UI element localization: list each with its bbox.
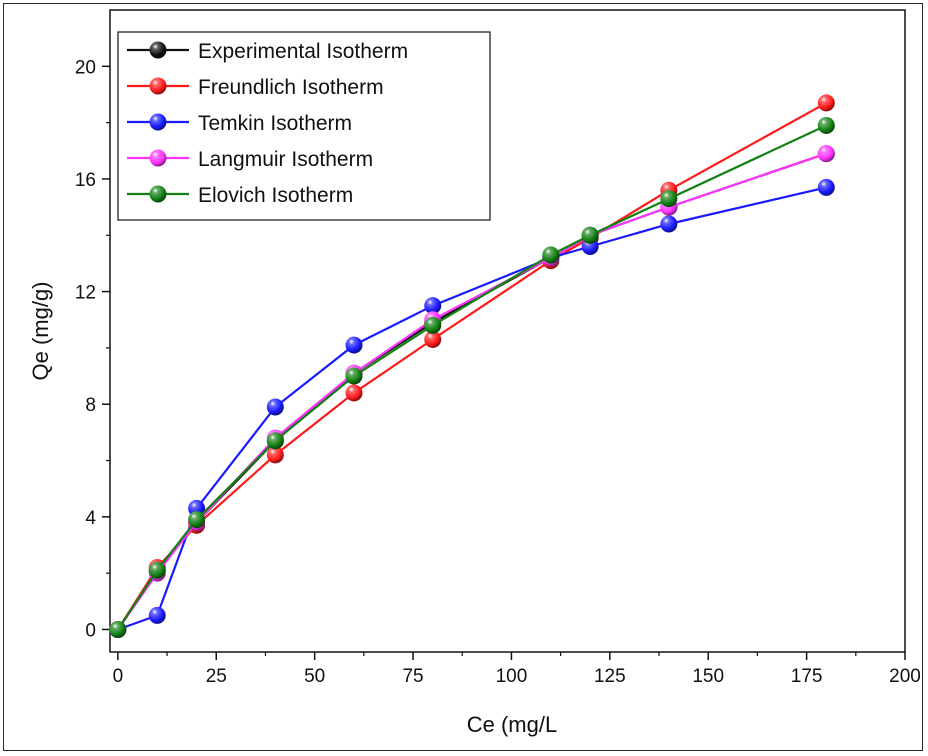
y-tick-label: 8 (85, 395, 96, 416)
data-point (817, 178, 835, 196)
x-tick-label: 25 (206, 666, 227, 687)
series-elovich-isotherm (109, 116, 835, 638)
data-point (345, 367, 363, 385)
x-tick-label: 100 (496, 666, 528, 687)
legend-label: Elovich Isotherm (198, 184, 353, 207)
y-tick-label: 4 (85, 508, 96, 529)
data-point (266, 446, 284, 464)
legend: Experimental Isotherm Freundlich Isotherm… (117, 31, 491, 221)
data-point (345, 384, 363, 402)
data-point (660, 215, 678, 233)
x-axis-ticks: 0 25 50 75 100 125 150 175 200 (113, 652, 921, 687)
data-point (109, 620, 127, 638)
data-point (542, 246, 560, 264)
y-tick-label: 0 (85, 620, 96, 641)
data-point (345, 336, 363, 354)
legend-marker (149, 149, 167, 167)
legend-label: Temkin Isotherm (198, 112, 352, 135)
x-tick-label: 175 (791, 666, 823, 687)
data-point (266, 432, 284, 450)
legend-label: Langmuir Isotherm (198, 148, 373, 171)
series-line (116, 152, 827, 631)
legend-item: Freundlich Isotherm (127, 76, 384, 99)
x-tick-label: 0 (113, 666, 124, 687)
legend-box (117, 31, 491, 221)
legend-marker (149, 185, 167, 203)
data-point (148, 561, 166, 579)
data-point (148, 606, 166, 624)
legend-marker (149, 41, 167, 59)
legend-item: Langmuir Isotherm (127, 148, 373, 171)
data-point (424, 297, 442, 315)
legend-item: Experimental Isotherm (127, 40, 408, 63)
data-point (188, 511, 206, 529)
data-point (660, 190, 678, 208)
legend-item: Temkin Isotherm (127, 112, 352, 135)
data-point (817, 116, 835, 134)
legend-label: Experimental Isotherm (198, 40, 408, 63)
data-point (817, 145, 835, 163)
data-point (266, 398, 284, 416)
legend-marker (149, 113, 167, 131)
x-tick-label: 50 (304, 666, 325, 687)
legend-label: Freundlich Isotherm (198, 76, 384, 99)
data-point (424, 316, 442, 334)
x-tick-label: 150 (692, 666, 724, 687)
y-tick-label: 16 (75, 170, 96, 191)
data-point (817, 94, 835, 112)
legend-marker (149, 77, 167, 95)
x-tick-label: 125 (594, 666, 626, 687)
series-line (116, 124, 827, 631)
y-tick-label: 20 (75, 57, 96, 78)
y-axis-title: Qe (mg/g) (28, 281, 53, 380)
data-point (424, 330, 442, 348)
y-tick-label: 12 (75, 283, 96, 304)
x-tick-label: 200 (889, 666, 921, 687)
data-point (581, 226, 599, 244)
legend-item: Elovich Isotherm (127, 184, 353, 207)
x-tick-label: 75 (402, 666, 423, 687)
y-axis-ticks: 0 4 8 12 16 20 (75, 57, 110, 641)
x-axis-title: Ce (mg/L (467, 712, 557, 737)
series-line (117, 186, 827, 631)
series-layer (109, 94, 835, 638)
